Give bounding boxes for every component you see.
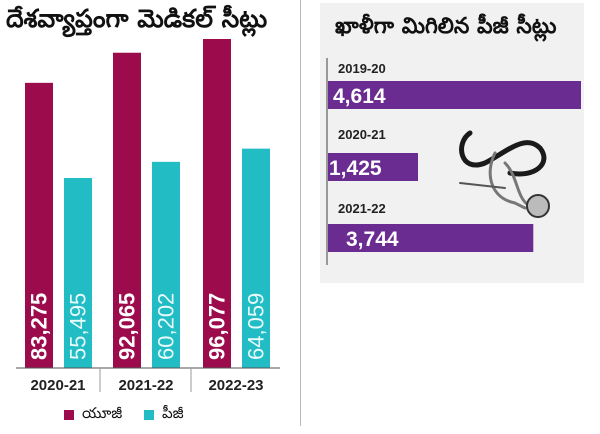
bar-pg <box>152 161 180 368</box>
category-label: 2021-22 <box>338 201 386 216</box>
bar-value-label: 4,614 <box>333 85 386 108</box>
bar-ug <box>203 39 231 368</box>
bar <box>328 153 418 181</box>
x-tick-label: 2020-21 <box>30 377 85 394</box>
bar-ug <box>113 52 141 369</box>
bar-value-label: 3,744 <box>346 228 399 251</box>
bar-value-label: 83,275 <box>27 293 52 360</box>
left-chart-title: దేశవ్యాప్తంగా మెడికల్ సీట్లు <box>6 4 268 33</box>
legend-label-pg: పీజీ <box>162 404 184 422</box>
vacant-pg-seats-panel: 2019-20 4,614 2020-21 1,425 2021-22 3,744 <box>320 3 584 283</box>
bar-value-label: 60,202 <box>154 293 179 360</box>
seats-bar-chart: 83,275 55,495 2020-21 92,065 60,202 2021-22 96… <box>16 39 280 394</box>
x-tick-label: 2022-23 <box>208 377 263 394</box>
legend-item-ug: యూజీ <box>64 404 122 426</box>
legend-swatch-ug <box>64 410 74 420</box>
bar-ug <box>25 82 53 369</box>
legend-item-pg: పీజీ <box>144 404 184 426</box>
x-tick-label: 2021-22 <box>118 377 173 394</box>
divider <box>300 0 301 426</box>
bar-value-label: 1,425 <box>329 157 382 180</box>
bar-pg <box>64 177 92 368</box>
right-chart-title: ఖాళీగా మిగిలిన పీజీ సీట్లు <box>335 14 557 39</box>
bar-value-label: 92,065 <box>115 293 140 360</box>
bar-value-label: 64,059 <box>244 293 269 360</box>
category-label: 2019-20 <box>338 61 386 76</box>
bar-value-label: 96,077 <box>205 293 230 360</box>
bar-pg <box>242 148 270 368</box>
legend-label-ug: యూజీ <box>82 404 123 422</box>
legend-swatch-pg <box>144 410 154 420</box>
bar <box>328 224 534 252</box>
stethoscope-icon <box>459 130 550 218</box>
category-label: 2020-21 <box>338 127 386 142</box>
bar-value-label: 55,495 <box>66 293 91 360</box>
bar <box>328 81 581 109</box>
vacant-seats-bar-chart: 2019-20 4,614 2020-21 1,425 2021-22 3,744 <box>326 58 581 265</box>
